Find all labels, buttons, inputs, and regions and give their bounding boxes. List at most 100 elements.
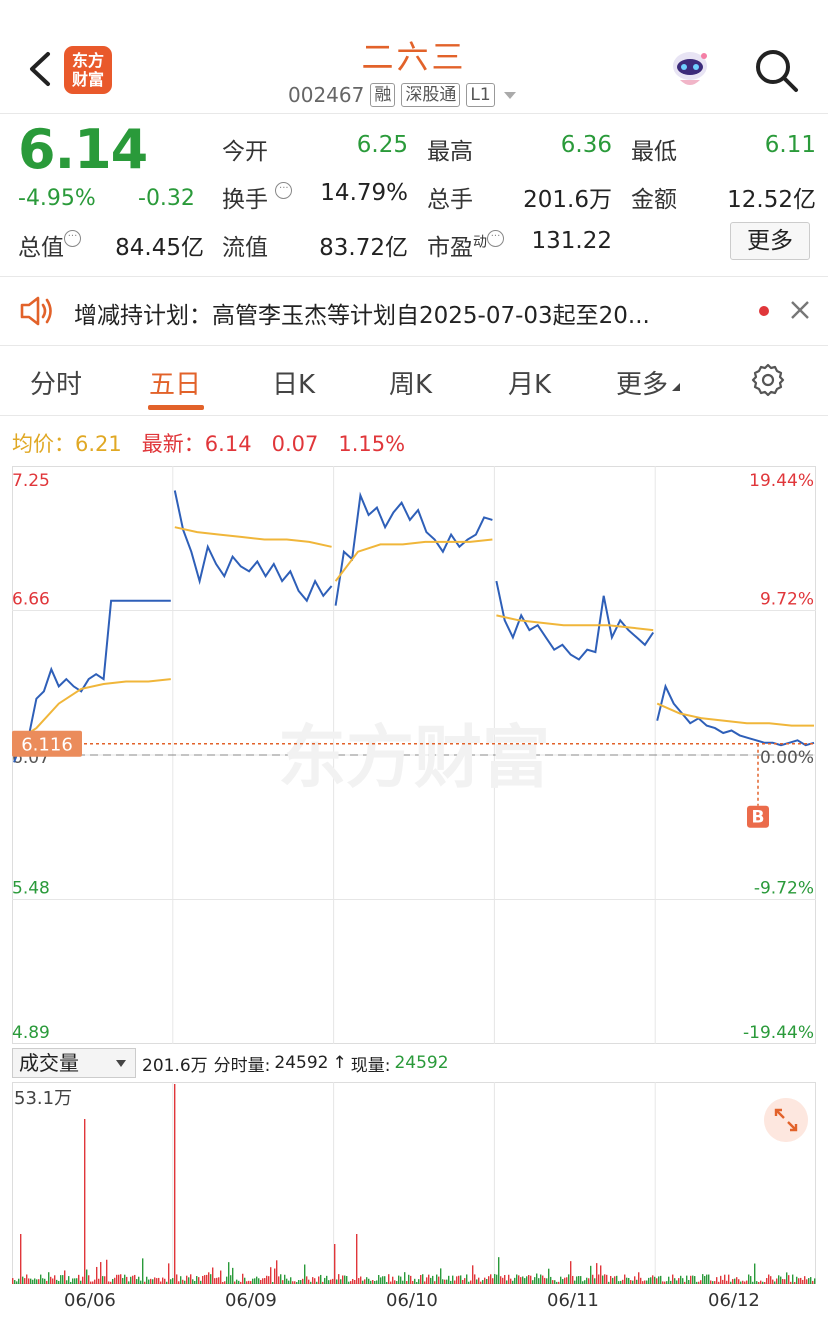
volume-bar — [750, 1276, 752, 1284]
volume-bar — [602, 1275, 604, 1284]
volume-bar — [280, 1274, 282, 1284]
volume-bar — [318, 1276, 320, 1284]
volume-bar — [488, 1276, 490, 1284]
volume-bar — [182, 1279, 184, 1284]
latest-value: 6.14 — [204, 432, 252, 456]
volume-bar — [600, 1265, 602, 1284]
volume-bar — [390, 1281, 392, 1284]
current-volume-label: 现量: — [350, 1055, 391, 1076]
volume-bar — [588, 1278, 590, 1284]
volume-bar — [546, 1278, 548, 1284]
stock-subline[interactable]: 002467 融 深股通 L1 — [288, 82, 519, 108]
volume-bar — [388, 1274, 390, 1284]
volume-bar — [316, 1281, 318, 1284]
latest-change: 0.07 — [271, 432, 319, 456]
info-icon[interactable]: ··· — [64, 230, 81, 247]
volume-indicator-select[interactable]: 成交量 — [12, 1048, 136, 1078]
volume-bar — [42, 1278, 44, 1284]
volume-bar — [614, 1276, 616, 1284]
volume-bar — [68, 1276, 70, 1284]
volume-bar — [214, 1278, 216, 1284]
volume-bar — [478, 1277, 480, 1284]
volume-bar — [540, 1274, 542, 1284]
volume-bar — [230, 1275, 232, 1284]
settings-gear-icon[interactable] — [750, 362, 786, 398]
tab-intraday[interactable]: 分时 — [30, 370, 83, 400]
volume-bar — [500, 1276, 502, 1284]
float-cap-label: 流值 — [222, 235, 268, 261]
volume-bar — [150, 1278, 152, 1284]
volume-bar — [742, 1280, 744, 1284]
volume-bar — [136, 1279, 138, 1284]
tab-daily-k[interactable]: 日K — [272, 370, 316, 400]
volume-bar — [398, 1275, 400, 1284]
volume-bar — [696, 1281, 698, 1284]
search-icon[interactable] — [752, 46, 800, 94]
volume-bar — [422, 1274, 424, 1284]
volume-bar — [794, 1281, 796, 1284]
volume-bar — [718, 1281, 720, 1284]
stock-name[interactable]: 二六三 — [361, 38, 467, 76]
volume-bar — [286, 1278, 288, 1284]
volume-chart[interactable]: 53.1万 — [12, 1082, 816, 1284]
watermark: 东方财富 — [278, 719, 550, 798]
more-quote-button[interactable]: 更多 — [730, 222, 810, 260]
volume-bar — [710, 1280, 712, 1284]
volume-bar — [374, 1281, 376, 1284]
tab-monthly-k[interactable]: 月K — [508, 370, 552, 400]
y-axis-label-right: 0.00% — [760, 748, 814, 768]
five-day-price-chart[interactable]: 东方财富7.256.666.075.484.8919.44%9.72%0.00%… — [12, 466, 816, 1044]
volume-bar — [114, 1277, 116, 1284]
volume-bar — [46, 1280, 48, 1284]
volume-bar — [810, 1277, 812, 1284]
volume-bar — [762, 1281, 764, 1284]
volume-bar — [706, 1274, 708, 1284]
tab-more[interactable]: 更多 — [616, 364, 682, 401]
unread-dot — [759, 306, 769, 316]
volume-bar — [754, 1263, 756, 1284]
volume-bar — [802, 1279, 804, 1284]
volume-bar — [636, 1279, 638, 1284]
robot-assistant-icon[interactable] — [666, 46, 714, 94]
volume-bar — [384, 1276, 386, 1284]
volume-bar — [254, 1278, 256, 1284]
volume-bar — [212, 1267, 214, 1284]
volume-bar — [466, 1274, 468, 1284]
volume-bar — [538, 1278, 540, 1284]
info-icon[interactable]: ··· — [275, 182, 293, 199]
current-price-tag-text: 6.116 — [21, 735, 73, 756]
tab-weekly-k[interactable]: 周K — [389, 370, 433, 400]
up-arrow-icon: ↑ — [332, 1053, 347, 1073]
volume-bar — [416, 1281, 418, 1284]
volume-bar — [184, 1280, 186, 1284]
volume-bar — [638, 1272, 640, 1284]
volume-bar — [784, 1279, 786, 1284]
back-arrow-icon[interactable] — [22, 48, 62, 90]
volume-bar — [348, 1281, 350, 1284]
tab-five-day[interactable]: 五日 — [149, 370, 202, 400]
volume-bar — [162, 1277, 164, 1284]
volume-bar — [772, 1279, 774, 1284]
volume-max-label: 53.1万 — [14, 1088, 72, 1109]
volume-bar — [556, 1281, 558, 1284]
announcement-text[interactable]: 增减持计划：高管李玉杰等计划自2025-07-03起至20... — [74, 303, 650, 329]
volume-bar — [292, 1281, 294, 1284]
volume-bar — [138, 1276, 140, 1284]
volume-bar — [808, 1278, 810, 1284]
volume-bar — [756, 1281, 758, 1284]
volume-bar — [172, 1278, 174, 1284]
close-icon[interactable] — [786, 294, 814, 324]
expand-icon[interactable] — [764, 1098, 808, 1142]
avg-price-line — [174, 526, 332, 548]
volume-bar — [760, 1280, 762, 1284]
change-value: -0.32 — [138, 186, 195, 211]
open-label: 今开 — [222, 139, 268, 165]
volume-bar — [596, 1263, 598, 1284]
announcement-bar[interactable] — [0, 276, 828, 346]
volume-bar — [658, 1276, 660, 1284]
volume-bar — [278, 1276, 280, 1284]
info-icon[interactable]: ··· — [487, 230, 504, 247]
volume-bar — [782, 1279, 784, 1284]
interval-volume-label: 分时量: — [213, 1055, 271, 1076]
volume-bar — [624, 1274, 626, 1284]
